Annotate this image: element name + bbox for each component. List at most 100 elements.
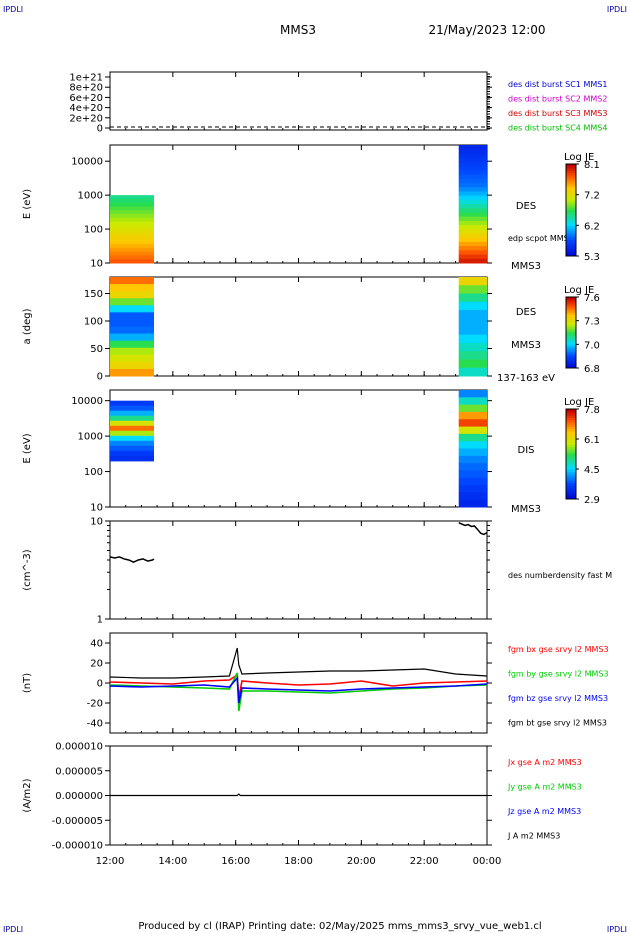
colorbar-segment <box>566 352 576 355</box>
colorbar-segment <box>566 196 576 199</box>
heatmap-cell <box>458 390 487 398</box>
y-tick-label: 8e+20 <box>69 83 103 94</box>
colorbar-segment <box>566 465 576 468</box>
colorbar-segment <box>566 210 576 213</box>
colorbar-segment <box>566 246 576 250</box>
colorbar-segment <box>566 187 576 190</box>
colorbar-tick-label: 5.3 <box>584 252 600 263</box>
time-tick-label: 16:00 <box>221 856 250 867</box>
colorbar-segment <box>566 244 576 248</box>
heatmap-cell <box>458 246 487 251</box>
colorbar-segment <box>566 312 576 316</box>
colorbar-segment <box>566 170 576 174</box>
colorbar-segment <box>566 496 576 500</box>
heatmap-cell <box>110 202 154 207</box>
colorbar-segment <box>566 483 576 486</box>
y-axis-label: E (eV) <box>22 189 33 219</box>
colorbar-segment <box>566 490 576 493</box>
colorbar-segment <box>566 433 576 437</box>
heatmap-cell <box>110 333 154 342</box>
colorbar-tick-label: 2.9 <box>584 495 600 506</box>
heatmap-cell <box>110 251 154 256</box>
heatmap-cell <box>458 178 487 184</box>
y-tick-label: 1 <box>97 615 103 626</box>
heatmap-cell <box>458 470 487 479</box>
heatmap-cell <box>110 319 154 327</box>
heatmap-cell <box>110 445 154 452</box>
heatmap-cell <box>458 216 487 222</box>
heatmap-cell <box>458 199 487 205</box>
colorbar-segment <box>566 180 576 183</box>
current-line <box>110 793 487 797</box>
y-tick-label: 10000 <box>71 157 103 168</box>
colorbar-segment <box>566 442 576 446</box>
heatmap-cell <box>458 351 487 360</box>
colorbar-segment <box>566 249 576 252</box>
colorbar-segment <box>566 332 576 335</box>
colorbar-segment <box>566 366 576 369</box>
colorbar-segment <box>566 330 576 333</box>
colorbar-segment <box>566 336 576 339</box>
colorbar-segment <box>566 323 576 326</box>
y-tick-label: -40 <box>87 719 103 730</box>
colorbar-segment <box>566 364 576 367</box>
colorbar-segment <box>566 476 576 480</box>
heatmap-cell <box>110 400 154 407</box>
colorbar-segment <box>566 334 576 337</box>
colorbar-segment <box>566 228 576 232</box>
footer-text: Produced by cl (IRAP) Printing date: 02/… <box>138 921 541 932</box>
colorbar-segment <box>566 239 576 243</box>
y-tick-label: 1000 <box>78 191 103 202</box>
colorbar-segment <box>566 436 576 439</box>
y-tick-label: 150 <box>84 289 103 300</box>
colorbar-segment <box>566 467 576 471</box>
colorbar-segment <box>566 251 576 255</box>
colorbar-segment <box>566 311 576 314</box>
colorbar-segment <box>566 348 576 351</box>
colorbar-title: Log JE <box>564 397 594 408</box>
colorbar-segment <box>566 485 576 489</box>
heatmap-cell <box>458 229 487 234</box>
colorbar-segment <box>566 325 576 328</box>
colorbar-segment <box>566 460 576 464</box>
field-line-by <box>109 672 488 712</box>
colorbar-segment <box>566 469 576 473</box>
heatmap-cell <box>110 221 154 226</box>
heatmap-cell <box>110 236 154 241</box>
colorbar-segment <box>566 184 576 188</box>
colorbar-title: Log JE <box>564 285 594 296</box>
corner-label-bottom-left: IPDLI <box>3 925 23 934</box>
colorbar-segment <box>566 344 576 348</box>
y-tick-label: 10 <box>90 517 103 528</box>
colorbar-segment <box>566 216 576 220</box>
heatmap-cell <box>458 318 487 327</box>
plot-date: 21/May/2023 12:00 <box>428 23 545 37</box>
heatmap-cell <box>110 229 154 234</box>
time-tick-label: 12:00 <box>96 856 125 867</box>
colorbar-segment <box>566 314 576 318</box>
y-tick-label: -0.000010 <box>52 841 103 852</box>
heatmap-cell <box>458 359 487 369</box>
heatmap-cell <box>110 415 154 422</box>
heatmap-cell <box>110 347 154 356</box>
heatmap-cell <box>458 411 487 420</box>
heatmap-cell <box>110 405 154 412</box>
legend-entry: J A m2 MMS3 <box>507 832 560 841</box>
heatmap-cell <box>458 191 487 197</box>
energy-range-label: 137-163 eV <box>497 373 555 384</box>
colorbar-segment <box>566 191 576 195</box>
heatmap-cell <box>110 291 154 299</box>
colorbar-segment <box>566 411 576 414</box>
heatmap-cell <box>458 149 487 154</box>
legend-entry: des numberdensity fast M <box>508 571 612 580</box>
heatmap-cell <box>110 244 154 249</box>
colorbar-segment <box>566 355 576 358</box>
instrument-label: DIS <box>518 445 535 456</box>
legend-entry: Jy gse A m2 MMS3 <box>507 783 582 792</box>
colorbar-segment <box>566 302 576 305</box>
heatmap-cell <box>110 217 154 223</box>
y-tick-label: 10 <box>90 503 103 514</box>
panel-frame <box>109 71 488 131</box>
colorbar-segment <box>566 173 576 176</box>
colorbar-segment <box>566 230 576 234</box>
